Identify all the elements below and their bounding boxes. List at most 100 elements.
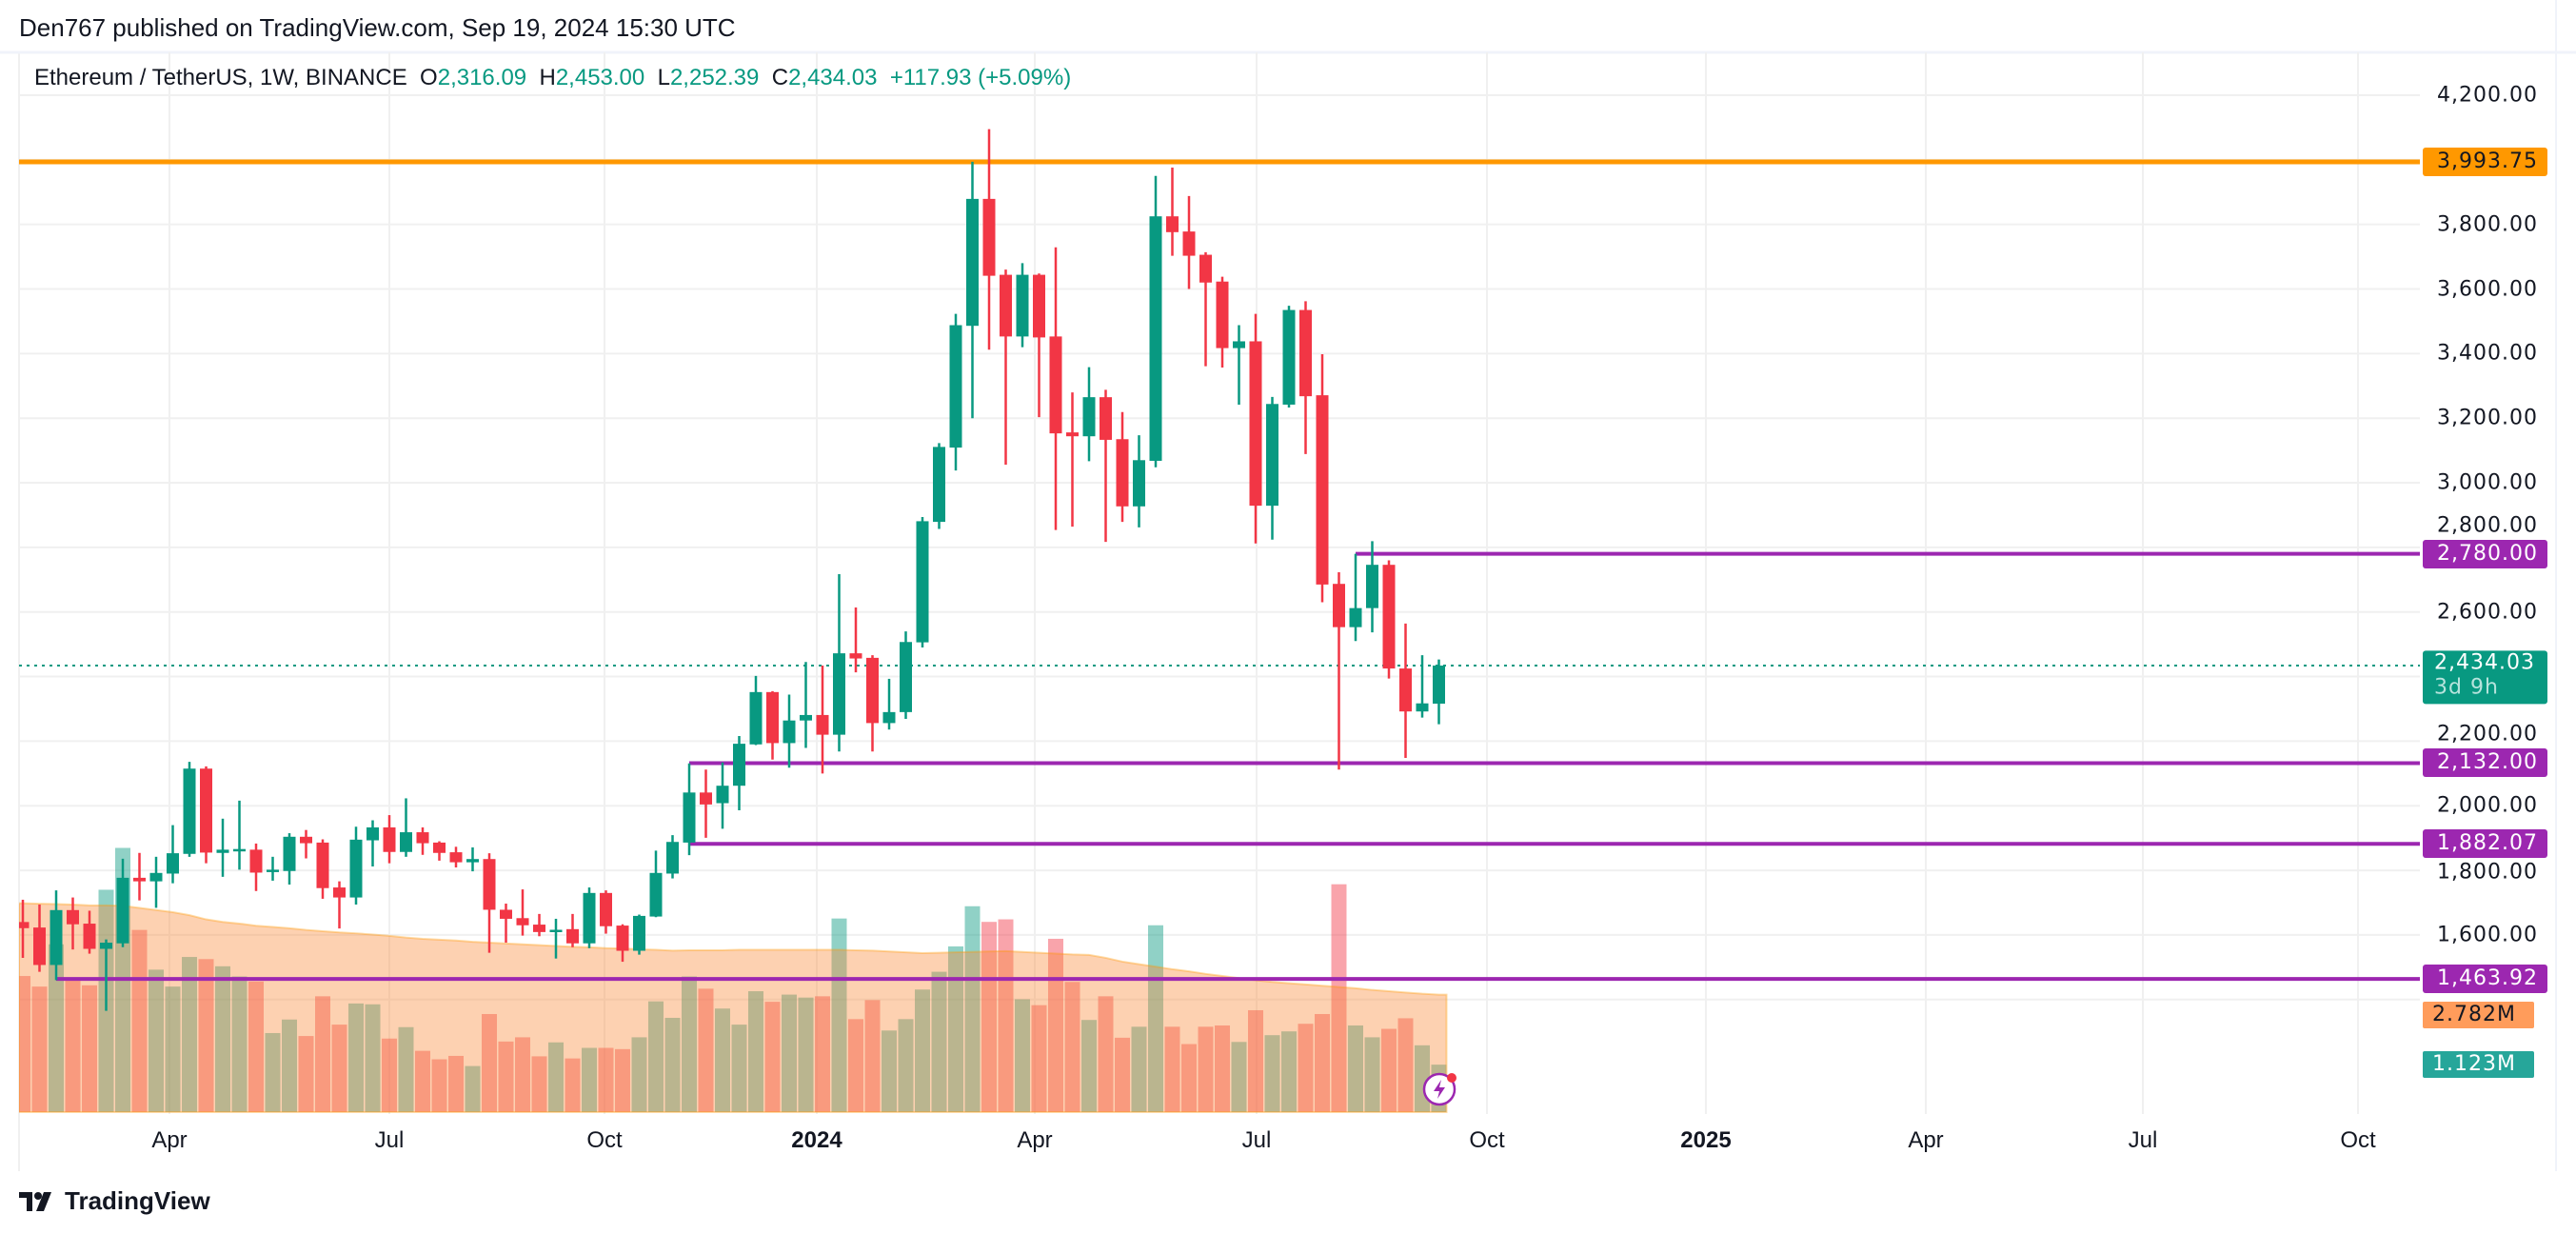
volume-bar <box>648 1001 664 1112</box>
volume-bar <box>764 1002 781 1112</box>
volume-bar <box>1098 996 1114 1112</box>
volume-bar <box>382 1038 397 1112</box>
candle <box>300 829 312 859</box>
candle <box>133 852 146 901</box>
candle-body <box>183 768 196 854</box>
candle <box>367 820 379 867</box>
candle <box>882 678 896 730</box>
level-price-text: 3,993.75 <box>2437 149 2538 173</box>
horizontal-levels[interactable] <box>19 159 2420 982</box>
candle <box>1266 396 1278 540</box>
candle-body <box>1249 341 1262 507</box>
candle-body <box>1299 309 1312 397</box>
volume-bar <box>864 1000 881 1112</box>
candle <box>549 918 563 959</box>
volume-bar <box>848 1019 863 1112</box>
level-price-label[interactable]: 3,993.75 <box>2423 147 2547 176</box>
volume-bar <box>915 989 930 1112</box>
candle <box>267 856 279 881</box>
candle-body <box>400 832 412 852</box>
candle-body <box>50 909 63 965</box>
candle <box>1100 389 1112 543</box>
volume-bar <box>1064 982 1080 1112</box>
candle-body <box>1199 254 1212 283</box>
volume-bar <box>1131 1026 1147 1112</box>
candle <box>383 815 396 864</box>
candle <box>1349 553 1362 642</box>
candle-body <box>1166 216 1179 232</box>
volume-current-label: 1.123M <box>2423 1051 2534 1078</box>
candle <box>716 762 729 829</box>
volume-bar <box>715 1008 730 1112</box>
level-price-text: 2,780.00 <box>2437 541 2538 566</box>
volume-bar <box>731 1025 747 1112</box>
candle-body <box>83 924 96 949</box>
candle-body <box>982 198 996 276</box>
candle <box>200 766 212 864</box>
level-price-label[interactable]: 2,132.00 <box>2423 748 2547 778</box>
candle <box>1149 175 1162 468</box>
candle <box>1333 571 1345 770</box>
candle <box>949 313 962 471</box>
candle <box>67 897 79 950</box>
volume-bar <box>1364 1037 1380 1112</box>
volume-bar <box>815 996 830 1112</box>
bar-countdown: 3d 9h <box>2434 675 2499 700</box>
candle <box>966 161 979 419</box>
candle-body <box>100 943 112 949</box>
candle <box>333 881 346 929</box>
volume-bar <box>1081 1020 1097 1112</box>
candle <box>1133 435 1145 527</box>
candle <box>866 655 879 752</box>
candle-body <box>1016 274 1029 337</box>
candle-body <box>583 892 596 944</box>
volume-bar <box>782 994 797 1112</box>
candle-body <box>900 642 912 712</box>
candle-body <box>600 892 612 926</box>
grid <box>0 50 2576 1171</box>
candle-body <box>866 657 879 724</box>
candle <box>466 846 479 872</box>
candle <box>749 675 763 746</box>
level-price-label[interactable]: 1,463.92 <box>2423 965 2547 994</box>
volume-bar <box>798 997 814 1112</box>
candle <box>400 798 412 857</box>
level-price-label[interactable]: 1,882.07 <box>2423 829 2547 859</box>
price-axis-border <box>2555 0 2557 1171</box>
candle <box>1033 273 1045 418</box>
brand-name[interactable]: TradingView <box>65 1186 210 1215</box>
symbol-title[interactable]: Ethereum / TetherUS, 1W, BINANCE <box>34 65 407 90</box>
volume-bar <box>565 1058 581 1112</box>
volume-bar <box>431 1059 447 1112</box>
candle <box>1000 269 1012 466</box>
candle-body <box>882 711 896 724</box>
tradingview-logo-icon[interactable] <box>19 1190 57 1213</box>
volume-bar <box>415 1050 430 1112</box>
candle-body <box>249 849 263 873</box>
volume-bar <box>1031 1005 1047 1112</box>
lightning-icon[interactable] <box>1422 1072 1456 1106</box>
price-tick-label: 2,000.00 <box>2437 793 2538 818</box>
volume-bar <box>182 957 197 1112</box>
candle <box>683 763 696 856</box>
volume-bar <box>1215 1025 1230 1112</box>
candle-body <box>449 852 463 863</box>
symbol-legend: Ethereum / TetherUS, 1W, BINANCE O2,316.… <box>34 65 1071 91</box>
candle <box>1399 623 1412 759</box>
volume-bar <box>1298 1024 1314 1112</box>
candle-body <box>683 792 696 843</box>
volume-bar <box>698 988 714 1112</box>
volume-bar <box>1231 1042 1247 1112</box>
candle <box>816 666 829 774</box>
candle <box>1016 263 1029 348</box>
level-price-label[interactable]: 2,780.00 <box>2423 539 2547 568</box>
volume-bar <box>482 1013 497 1112</box>
candle-body <box>700 792 712 805</box>
candle <box>600 890 612 934</box>
candle <box>149 856 163 908</box>
candle <box>1233 325 1245 405</box>
candle-body <box>1116 439 1129 507</box>
volume-bar <box>215 965 230 1112</box>
time-tick-label: Apr <box>151 1127 188 1153</box>
